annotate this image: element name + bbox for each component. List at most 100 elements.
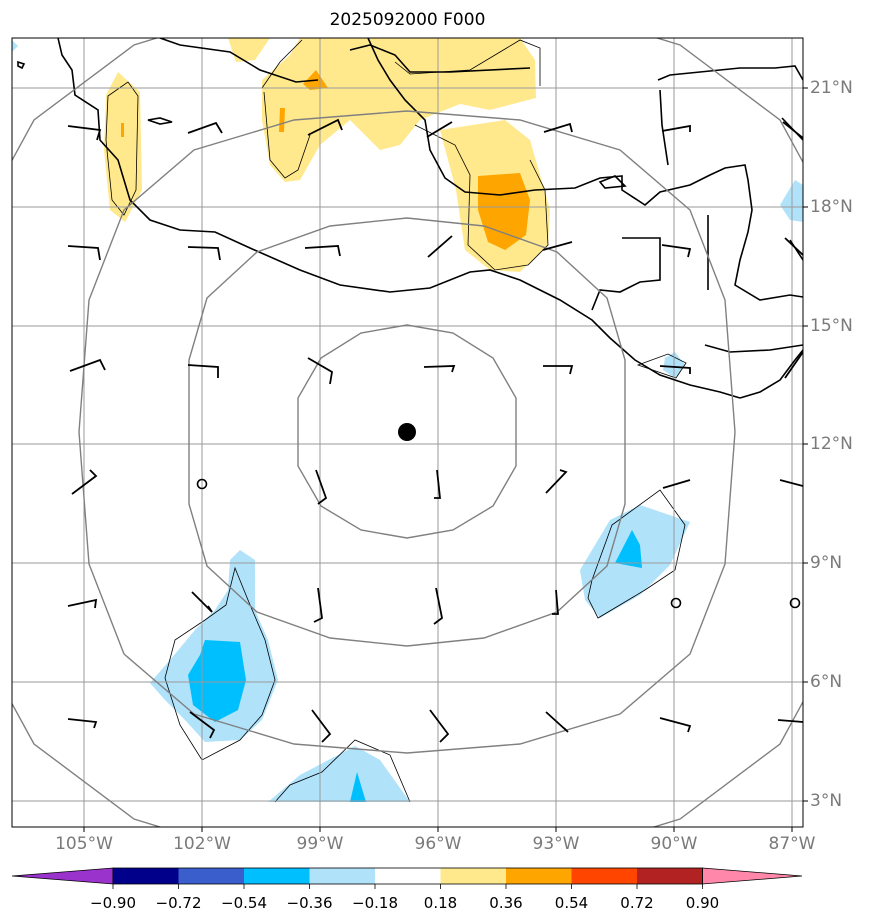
colorbar-tick-label: 0.72 — [620, 894, 654, 912]
colorbar-tick-label: 0.36 — [489, 894, 523, 912]
wind-barb — [782, 121, 803, 139]
gridlines — [12, 38, 803, 827]
lon-label-99w: 99°W — [296, 834, 344, 854]
lon-label-105w: 105°W — [55, 834, 113, 854]
contour-line — [636, 353, 687, 379]
axis-ticks — [83, 87, 808, 832]
colorbar-segment — [309, 868, 375, 884]
contour-line — [261, 39, 303, 89]
wind-barb — [307, 118, 343, 136]
range-ring — [188, 217, 626, 647]
coastline-bay — [659, 89, 669, 166]
colorbar-extend-low — [11, 867, 114, 885]
positive-anomaly-region — [104, 72, 142, 222]
wind-barb — [187, 246, 221, 261]
positive-anomaly-region — [262, 38, 536, 182]
lon-label-93w: 93°W — [532, 834, 580, 854]
positive-anomaly-region — [121, 123, 124, 137]
contour-line — [394, 39, 541, 86]
wind-barb — [187, 364, 219, 378]
colorbar-segment — [178, 868, 244, 884]
colorbar-segment — [571, 868, 637, 884]
wind-barb — [67, 245, 101, 261]
colorbar-tick-label: −0.54 — [221, 894, 267, 912]
wind-barb — [313, 587, 323, 623]
coastline-mexico-gulf — [367, 38, 803, 301]
lon-label-87w: 87°W — [768, 834, 816, 854]
contour-line — [105, 81, 139, 216]
contour-line — [587, 489, 686, 619]
island — [147, 117, 173, 125]
wind-barb — [552, 589, 559, 615]
range-ring — [12, 38, 803, 827]
lat-label-12n: 12°N — [810, 434, 853, 454]
wind-barb — [784, 351, 803, 379]
lat-label-6n: 6°N — [810, 672, 843, 692]
range-rings — [12, 38, 803, 827]
island — [598, 175, 627, 189]
coastline-caribbean — [739, 349, 803, 399]
contour-line — [414, 124, 549, 271]
border-honduras — [704, 344, 803, 353]
colorbar-tick-label: −0.36 — [286, 894, 333, 912]
map-title: 2025092000 F000 — [329, 10, 486, 30]
wind-barb — [311, 709, 332, 743]
positive-anomaly-region — [279, 108, 285, 132]
lat-label-3n: 3°N — [810, 791, 843, 811]
colorbar-segment — [113, 868, 179, 884]
negative-anomaly-region — [615, 530, 642, 568]
colorbar-segment — [375, 868, 441, 884]
wind-barb — [784, 237, 803, 256]
wind-barb — [659, 717, 692, 733]
coastlines — [17, 38, 803, 399]
island — [17, 60, 26, 70]
wind-barb — [315, 469, 328, 505]
wind-barb — [427, 235, 453, 258]
colorbar-extend-high — [702, 867, 803, 885]
anomaly-shading — [12, 38, 803, 802]
lat-label-9n: 9°N — [810, 553, 843, 573]
wind-barb — [69, 358, 106, 372]
wind-barb — [662, 479, 691, 489]
colorbar-tick-label: −0.72 — [155, 894, 202, 912]
colorbar-tick-label: 0.54 — [554, 894, 589, 912]
wind-barbs — [67, 118, 803, 743]
border-mexico-guatemala — [591, 237, 661, 311]
colorbar-tick-label: 0.90 — [685, 894, 720, 912]
wind-barb — [71, 469, 98, 495]
contour-line — [263, 91, 311, 179]
wind-barb — [434, 469, 442, 499]
wind-barb — [187, 121, 223, 134]
wind-barb — [545, 469, 568, 494]
lon-label-96w: 96°W — [414, 834, 462, 854]
positive-anomaly-region — [228, 38, 270, 62]
lon-label-90w: 90°W — [650, 834, 698, 854]
coastline-yucatan — [657, 65, 803, 81]
wind-barb — [661, 244, 692, 258]
lon-label-102w: 102°W — [173, 834, 231, 854]
colorbar-segment — [506, 868, 572, 884]
wind-barb — [189, 711, 216, 739]
colorbar-tick-label: −0.18 — [352, 894, 398, 912]
colorbar-frame — [112, 867, 703, 885]
contour-lines — [105, 39, 687, 803]
map-frame — [11, 37, 804, 828]
wind-barb — [542, 241, 573, 251]
colorbar-segment — [244, 868, 310, 884]
colorbar-segment — [637, 868, 703, 884]
wind-barb — [307, 357, 333, 385]
lat-label-15n: 15°N — [810, 316, 853, 336]
storm-center-marker — [398, 423, 416, 441]
wind-barb — [433, 587, 443, 625]
wind-barb — [426, 121, 453, 138]
lat-label-18n: 18°N — [810, 197, 853, 217]
coastline-upper — [349, 44, 531, 73]
wind-barb — [191, 591, 213, 613]
wind-barb — [659, 365, 691, 374]
wind-barb — [67, 598, 98, 609]
colorbar-tick-label: −0.90 — [90, 894, 136, 912]
negative-anomaly-region — [350, 772, 366, 802]
range-ring — [297, 324, 517, 539]
wind-barb — [779, 479, 803, 487]
wind-barb — [545, 711, 569, 733]
